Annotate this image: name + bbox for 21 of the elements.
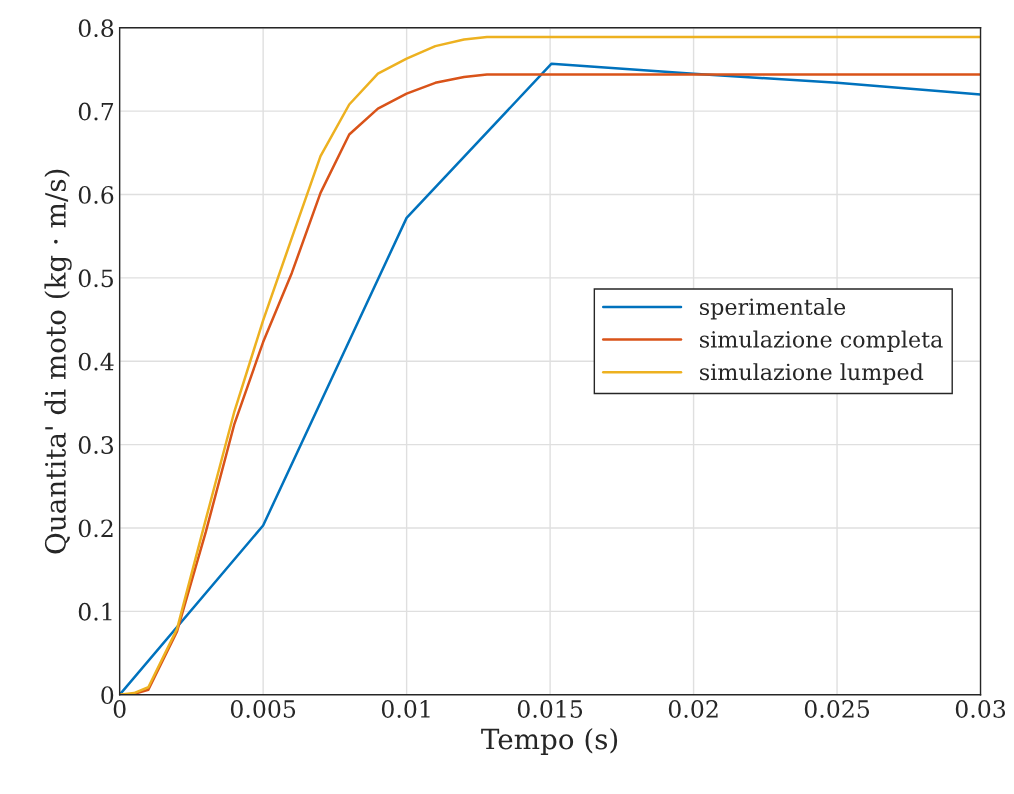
y-tick-label: 0.8 <box>78 19 114 38</box>
x-tick-label: 0.015 <box>517 700 583 718</box>
y-tick-label: 0.4 <box>78 352 114 371</box>
legend-label: simulazione completa <box>700 330 943 353</box>
y-tick-label: 0.1 <box>78 602 112 621</box>
x-tick-label: 0.03 <box>955 700 1006 718</box>
y-tick-label: 0.3 <box>78 436 114 454</box>
y-tick-label: 0.7 <box>78 102 114 121</box>
x-tick-label: 0.02 <box>668 700 718 718</box>
y-tick-label: 0.6 <box>78 185 114 204</box>
y-tick-label: 0.5 <box>78 269 113 288</box>
x-tick-label: 0 <box>113 700 126 718</box>
legend-label: simulazione lumped <box>700 363 924 385</box>
y-tick-label: 0.2 <box>78 519 113 538</box>
x-tick-label: 0.01 <box>381 700 430 718</box>
x-axis-title: Tempo (s) <box>481 728 618 755</box>
y-tick-label: 0 <box>101 686 114 705</box>
legend-label: sperimentale <box>700 297 846 320</box>
x-tick-label: 0.025 <box>804 700 870 718</box>
y-axis-title: Quantita' di moto (kg · m/s) <box>44 169 72 554</box>
x-tick-label: 0.005 <box>230 700 296 718</box>
